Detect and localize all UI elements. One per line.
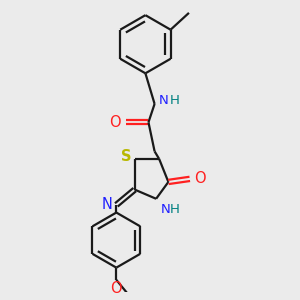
Text: N: N bbox=[161, 203, 170, 216]
Text: H: H bbox=[169, 94, 179, 107]
Text: H: H bbox=[169, 203, 179, 216]
Text: S: S bbox=[121, 149, 131, 164]
Text: O: O bbox=[109, 115, 121, 130]
Text: N: N bbox=[158, 94, 168, 107]
Text: N: N bbox=[102, 197, 113, 212]
Text: O: O bbox=[110, 281, 122, 296]
Text: O: O bbox=[194, 171, 206, 186]
